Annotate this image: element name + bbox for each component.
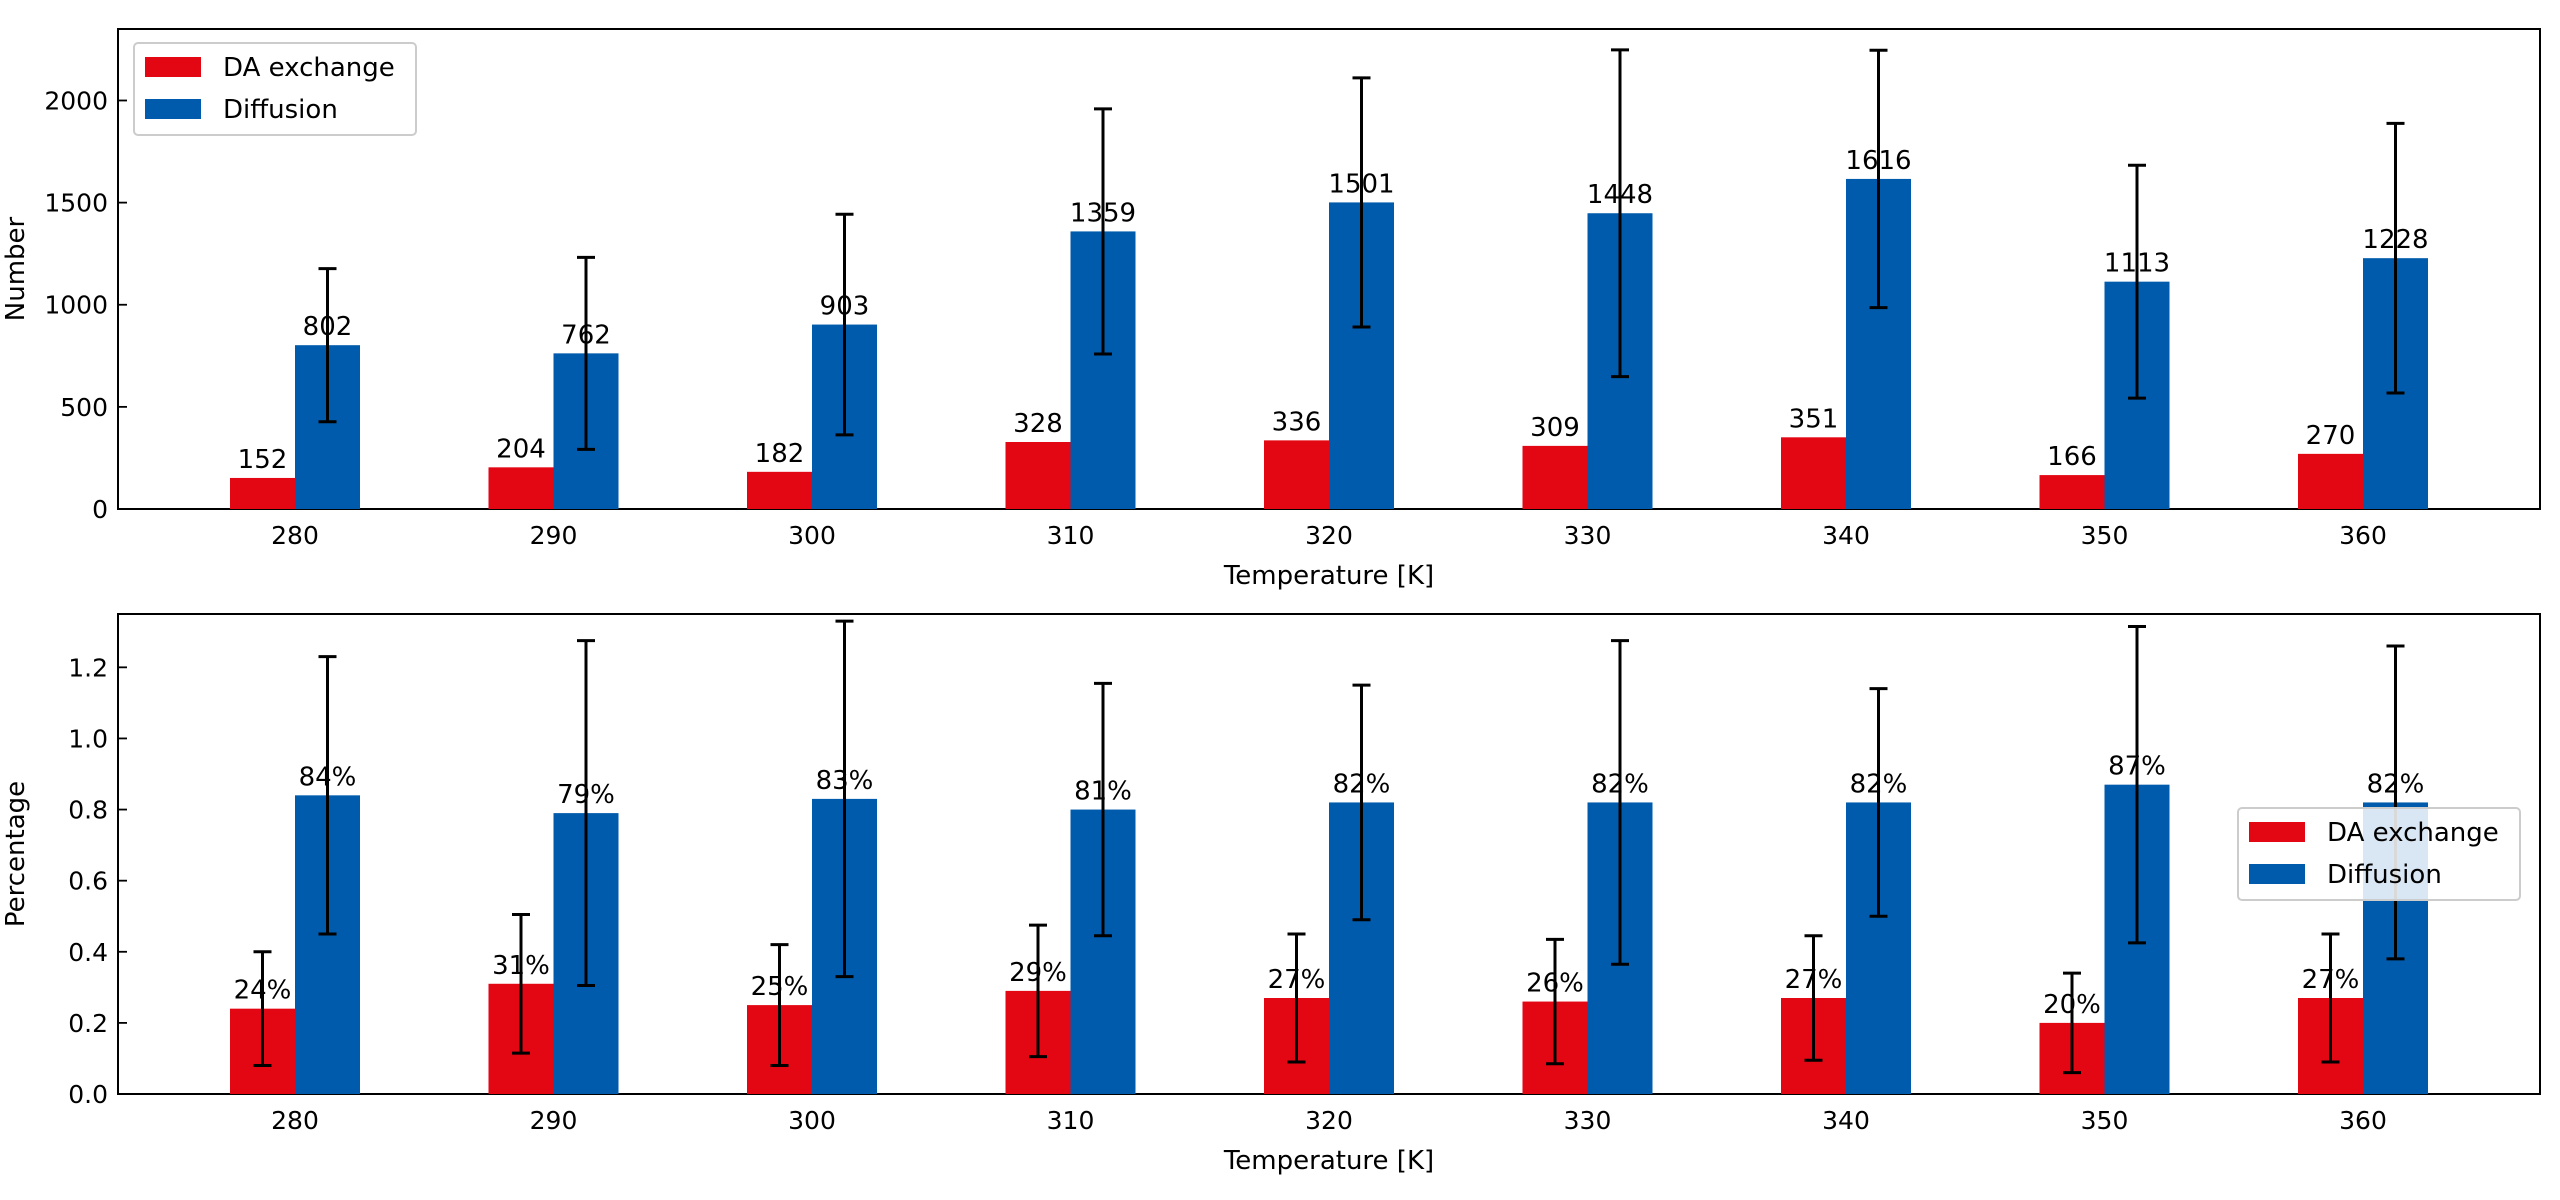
y-axis-label: Number bbox=[1, 216, 31, 321]
data-label: 84% bbox=[299, 762, 357, 792]
y-tick-label: 2000 bbox=[44, 86, 108, 115]
y-tick-label: 0.4 bbox=[68, 938, 108, 967]
data-label: 1113 bbox=[2104, 249, 2170, 279]
data-label: 762 bbox=[561, 320, 611, 350]
x-axis-label: Temperature [K] bbox=[1223, 1146, 1434, 1176]
data-label: 336 bbox=[1272, 407, 1322, 437]
data-label: 27% bbox=[1785, 965, 1843, 995]
data-label: 26% bbox=[1526, 969, 1584, 999]
bar-da-exchange bbox=[1264, 440, 1329, 509]
x-tick-label: 300 bbox=[788, 1106, 836, 1135]
bar-da-exchange bbox=[1005, 442, 1071, 509]
data-label: 82% bbox=[1591, 769, 1649, 799]
data-label: 1616 bbox=[1845, 146, 1911, 176]
data-label: 802 bbox=[303, 312, 353, 342]
y-tick-label: 1500 bbox=[44, 189, 108, 218]
data-label: 81% bbox=[1074, 777, 1132, 807]
chart-panel-2: 0.0 0.2 0.4 0.6 0.8 1.0 1.2 280 290 300 310 320 330 3… bbox=[1, 613, 2541, 1176]
x-tick-label: 310 bbox=[1047, 1106, 1095, 1135]
x-tick-label: 290 bbox=[530, 521, 578, 550]
legend: DA exchange Diffusion bbox=[133, 42, 417, 136]
data-label: 79% bbox=[557, 780, 615, 810]
data-label: 270 bbox=[2306, 421, 2356, 451]
x-tick-label: 350 bbox=[2081, 1106, 2129, 1135]
data-label: 182 bbox=[755, 439, 805, 469]
data-label: 82% bbox=[2367, 769, 2425, 799]
data-label: 1359 bbox=[1070, 198, 1136, 228]
y-tick-label: 1.2 bbox=[68, 653, 108, 682]
data-label: 27% bbox=[1268, 965, 1326, 995]
data-label: 152 bbox=[238, 445, 288, 475]
x-tick-label: 300 bbox=[788, 521, 836, 550]
y-tick-label: 0.6 bbox=[68, 867, 108, 896]
legend-label: DA exchange bbox=[2327, 818, 2499, 848]
data-label: 903 bbox=[820, 292, 870, 322]
data-label: 24% bbox=[234, 976, 292, 1006]
data-label: 20% bbox=[2043, 990, 2101, 1020]
data-label: 204 bbox=[496, 434, 546, 464]
y-tick-label: 1000 bbox=[44, 291, 108, 320]
x-tick-label: 290 bbox=[530, 1106, 578, 1135]
data-label: 351 bbox=[1789, 404, 1839, 434]
x-tick-label: 280 bbox=[271, 1106, 319, 1135]
x-tick-label: 320 bbox=[1305, 521, 1353, 550]
x-tick-label: 330 bbox=[1564, 521, 1612, 550]
legend-swatch-da-exchange bbox=[2249, 822, 2305, 842]
bar-da-exchange bbox=[2039, 475, 2105, 509]
legend-label: DA exchange bbox=[223, 53, 395, 83]
data-label: 27% bbox=[2302, 965, 2360, 995]
x-tick-label: 330 bbox=[1564, 1106, 1612, 1135]
x-tick-label: 280 bbox=[271, 521, 319, 550]
data-label: 29% bbox=[1009, 958, 1067, 988]
data-label: 25% bbox=[751, 972, 809, 1002]
y-tick-label: 0.2 bbox=[68, 1009, 108, 1038]
data-label: 166 bbox=[2047, 442, 2097, 472]
data-label: 83% bbox=[816, 766, 874, 796]
legend-label: Diffusion bbox=[223, 95, 338, 125]
data-label: 87% bbox=[2108, 752, 2166, 782]
data-label: 1501 bbox=[1328, 169, 1394, 199]
bar-da-exchange bbox=[747, 471, 812, 509]
bar-da-exchange bbox=[2298, 453, 2363, 509]
x-tick-label: 310 bbox=[1047, 521, 1095, 550]
bar-da-exchange bbox=[230, 477, 295, 509]
data-label: 328 bbox=[1013, 409, 1063, 439]
data-label: 31% bbox=[492, 951, 550, 981]
x-tick-label: 340 bbox=[1822, 521, 1870, 550]
x-tick-label: 360 bbox=[2339, 1106, 2387, 1135]
bar-da-exchange bbox=[1781, 437, 1846, 509]
legend-swatch-da-exchange bbox=[145, 57, 201, 77]
legend-swatch-diffusion bbox=[2249, 864, 2305, 884]
y-tick-label: 0.8 bbox=[68, 796, 108, 825]
legend-box bbox=[133, 42, 417, 136]
x-tick-label: 360 bbox=[2339, 521, 2387, 550]
x-axis-label: Temperature [K] bbox=[1223, 561, 1434, 591]
y-tick-label: 0.0 bbox=[68, 1080, 108, 1109]
x-tick-label: 320 bbox=[1305, 1106, 1353, 1135]
y-tick-label: 1.0 bbox=[68, 724, 108, 753]
x-tick-label: 350 bbox=[2081, 521, 2129, 550]
y-axis-label: Percentage bbox=[1, 781, 31, 927]
data-label: 82% bbox=[1333, 769, 1391, 799]
y-tick-label: 500 bbox=[60, 393, 108, 422]
chart-panel-1: 0 500 1000 1500 2000 280 290 300 310 320 330 340 350… bbox=[1, 28, 2541, 591]
data-label: 309 bbox=[1530, 413, 1580, 443]
bar-da-exchange bbox=[488, 467, 554, 509]
x-tick-label: 340 bbox=[1822, 1106, 1870, 1135]
legend-swatch-diffusion bbox=[145, 99, 201, 119]
legend: DA exchange Diffusion bbox=[2237, 807, 2521, 901]
legend-box bbox=[2237, 807, 2521, 901]
legend-label: Diffusion bbox=[2327, 860, 2442, 890]
data-label: 82% bbox=[1850, 769, 1908, 799]
y-tick-label: 0 bbox=[92, 495, 108, 524]
data-label: 1228 bbox=[2362, 225, 2428, 255]
data-label: 1448 bbox=[1587, 180, 1653, 210]
bar-da-exchange bbox=[1522, 445, 1588, 509]
